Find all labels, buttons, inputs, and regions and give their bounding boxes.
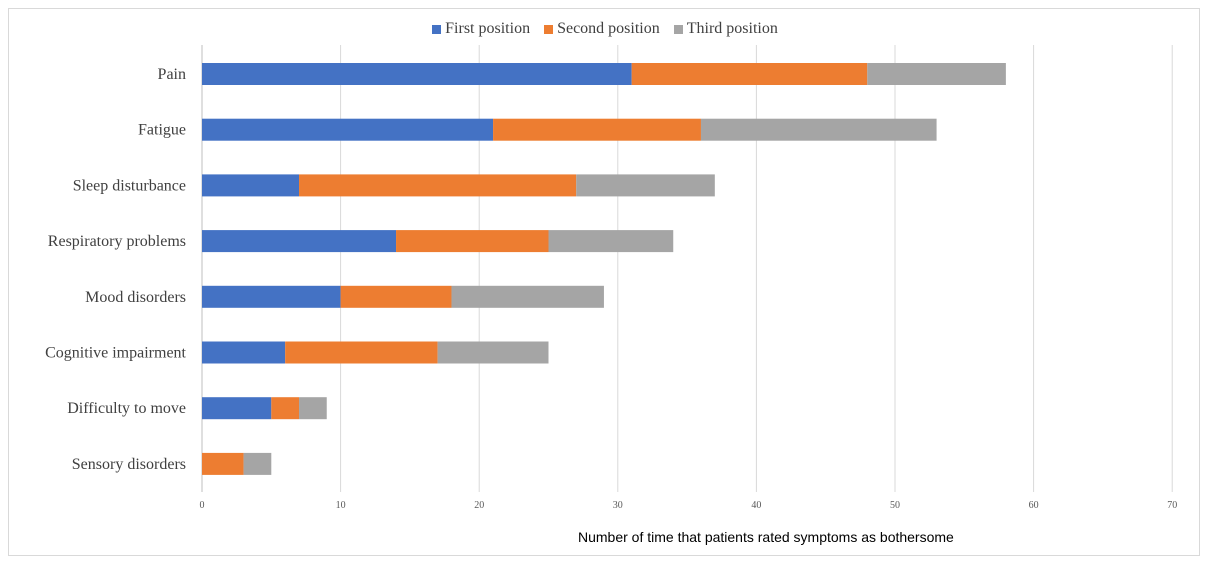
category-label: Fatigue (138, 122, 186, 139)
x-tick-label: 50 (890, 500, 900, 511)
bar-segment-2 (299, 174, 577, 197)
category-label: Respiratory problems (48, 233, 186, 250)
x-tick-labels: 0 10 20 30 40 50 60 70 (200, 500, 1178, 511)
x-tick-label: 40 (751, 500, 761, 511)
bar-segment-2 (271, 397, 300, 420)
bars (202, 63, 1006, 475)
bar-segment-2 (340, 285, 452, 308)
bar-segment-1 (202, 341, 286, 364)
bar-segment-2 (396, 230, 549, 253)
legend: First position Second position Third pos… (0, 20, 1210, 38)
x-tick-label: 70 (1167, 500, 1177, 511)
legend-swatch-second (544, 24, 554, 34)
category-label: Cognitive impairment (45, 345, 186, 362)
bar-segment-3 (576, 174, 715, 197)
bar-segment-3 (437, 341, 549, 364)
legend-item-first: First position (432, 20, 530, 38)
category-labels: Pain Fatigue Sleep disturbance Respiratory … (45, 66, 186, 473)
bar-segment-3 (451, 285, 604, 308)
legend-item-second: Second position (544, 20, 660, 38)
legend-swatch-first (432, 24, 442, 34)
gridlines (201, 45, 1173, 492)
x-axis-label: Number of time that patients rated sympt… (578, 529, 954, 545)
bar-segment-1 (202, 230, 397, 253)
category-label: Sleep disturbance (73, 177, 186, 194)
bar-segment-3 (700, 118, 937, 141)
legend-label-third: Third position (686, 20, 778, 37)
bar-segment-2 (202, 452, 244, 475)
bar-segment-1 (202, 397, 272, 420)
x-tick-label: 60 (1029, 500, 1039, 511)
bar-segment-2 (493, 118, 701, 141)
bar-segment-3 (548, 230, 674, 253)
bar-segment-1 (202, 63, 632, 85)
bar-segment-1 (202, 118, 494, 141)
bar-segment-3 (243, 452, 272, 475)
bar-segment-2 (285, 341, 438, 364)
legend-label-second: Second position (557, 20, 660, 37)
bar-segment-3 (867, 63, 1006, 85)
x-tick-label: 30 (613, 500, 623, 511)
bar-segment-3 (299, 397, 327, 420)
legend-item-third: Third position (673, 20, 778, 38)
category-label: Difficulty to move (67, 400, 186, 417)
bar-segment-1 (202, 174, 300, 197)
bar-segment-2 (631, 63, 868, 85)
category-label: Mood disorders (85, 289, 186, 306)
category-label: Sensory disorders (72, 456, 186, 473)
x-tick-label: 10 (336, 500, 346, 511)
x-tick-label: 0 (200, 500, 205, 511)
legend-label-first: First position (445, 20, 531, 37)
legend-swatch-third (673, 24, 683, 34)
bar-segment-1 (202, 285, 341, 308)
x-tick-label: 20 (474, 500, 484, 511)
category-label: Pain (158, 66, 186, 83)
